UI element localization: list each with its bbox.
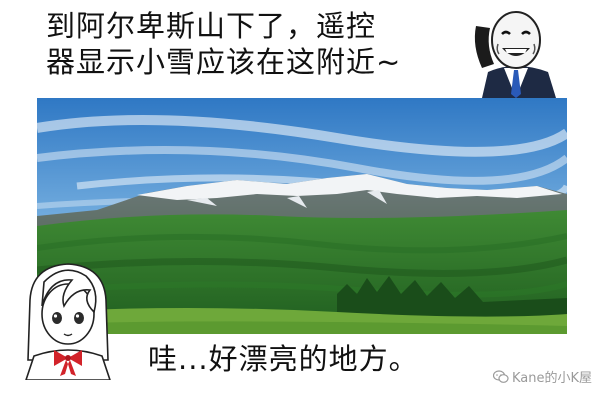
wechat-icon <box>492 369 509 383</box>
watermark-text: Kane的小K屋 <box>511 371 592 386</box>
meme-face-phone-avatar <box>468 6 564 98</box>
top-caption-line-2: 器显示小雪应该在这附近~ <box>46 45 402 79</box>
top-caption-line-1: 到阿尔卑斯山下了，遥控 <box>46 9 377 43</box>
cartoon-girl-avatar <box>20 260 116 381</box>
mountain-landscape-photo <box>37 98 567 334</box>
bottom-caption: 哇...好漂亮的地方。 <box>148 342 419 376</box>
watermark: Kane的小K屋 <box>492 367 592 386</box>
